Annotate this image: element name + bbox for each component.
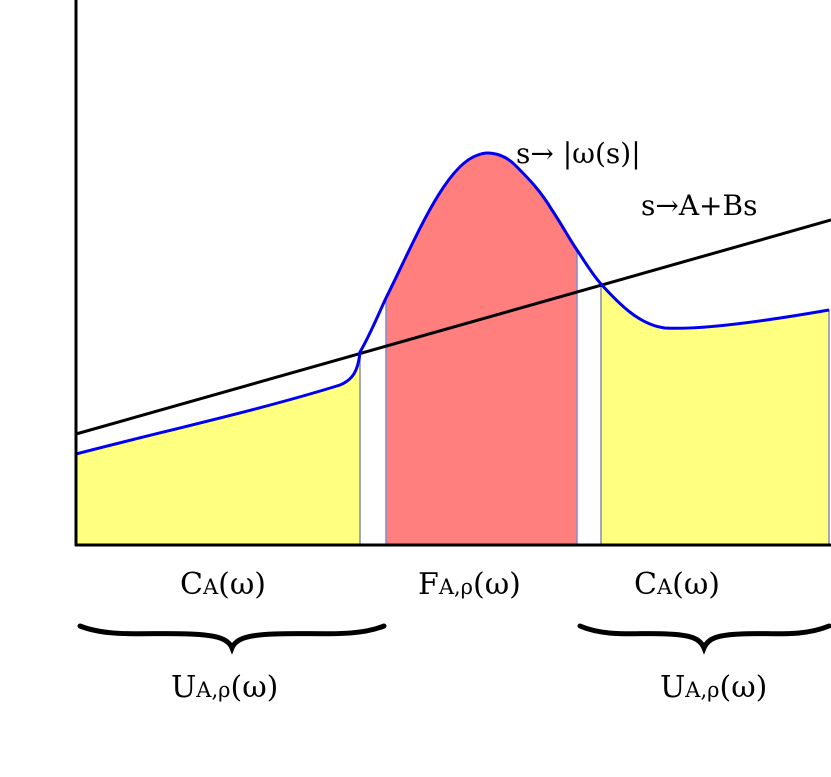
omega-curve bbox=[75, 151, 830, 456]
left-u-label: UA,ρ(ω) bbox=[171, 670, 278, 705]
line-annotation: s→A+Bs bbox=[641, 189, 757, 222]
right-brace bbox=[577, 623, 831, 655]
left-brace bbox=[77, 623, 387, 655]
curve-annotation: s→ |ω(s)| bbox=[516, 137, 641, 170]
left-c-label: CA(ω) bbox=[180, 567, 266, 602]
linear-bound-line bbox=[75, 218, 831, 436]
f-region-middle bbox=[385, 152, 578, 546]
middle-f-label: FA,ρ(ω) bbox=[418, 567, 521, 602]
c-region-right bbox=[600, 282, 830, 546]
c-region-left bbox=[75, 351, 361, 546]
right-c-label: CA(ω) bbox=[634, 567, 720, 602]
right-u-label: UA,ρ(ω) bbox=[660, 670, 767, 705]
